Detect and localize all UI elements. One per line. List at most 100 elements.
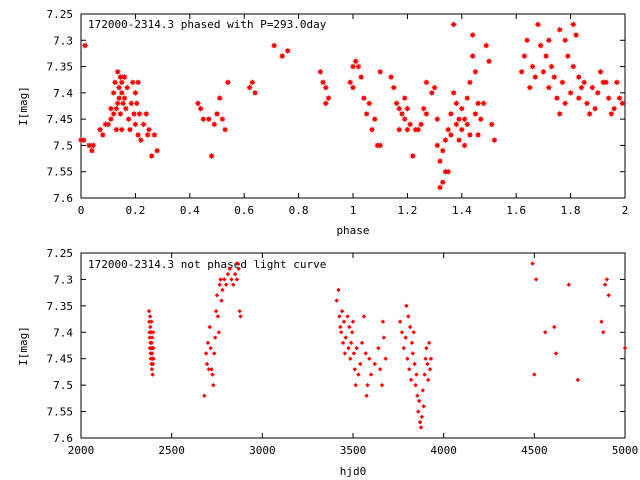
- data-point: [197, 105, 204, 112]
- data-point: [461, 115, 468, 123]
- unphased-x-tick-label: 3000: [249, 444, 276, 457]
- data-point: [610, 105, 618, 112]
- data-point: [117, 110, 124, 118]
- data-point: [594, 89, 601, 97]
- data-point: [211, 382, 216, 388]
- data-point: [561, 100, 569, 107]
- data-point: [464, 94, 471, 102]
- phased-y-tick-label: 7.4: [53, 87, 73, 100]
- data-point: [379, 382, 385, 388]
- data-point: [249, 79, 256, 86]
- data-point: [366, 100, 373, 107]
- data-point: [455, 115, 463, 123]
- data-point: [231, 282, 236, 287]
- data-point: [251, 89, 259, 97]
- data-point: [518, 68, 525, 76]
- data-point: [380, 319, 386, 324]
- phased-x-ticks: 0 0.2 0.4 0.6 0.8 1 1.2 1.4 1.6 1.8 2: [78, 14, 628, 217]
- phased-x-axis-label: phase: [336, 224, 369, 237]
- data-point: [383, 356, 388, 361]
- unphased-x-ticks: 2000 2500 3000 3500 4000 4500 5000: [68, 253, 638, 457]
- data-point: [149, 340, 154, 346]
- data-point: [407, 324, 413, 330]
- data-point: [150, 361, 156, 367]
- data-point: [145, 126, 153, 133]
- data-point: [602, 282, 608, 287]
- data-point: [134, 79, 142, 86]
- phased-x-tick-label: 0.2: [125, 204, 145, 217]
- data-point: [270, 42, 278, 49]
- data-point: [325, 94, 332, 102]
- data-point: [396, 105, 403, 112]
- data-point: [413, 382, 418, 388]
- data-point: [279, 52, 286, 60]
- data-point: [148, 152, 155, 160]
- unphased-x-tick-label: 4000: [430, 444, 457, 457]
- data-point: [222, 277, 227, 282]
- data-point: [436, 184, 444, 191]
- data-point: [474, 100, 482, 107]
- data-point: [439, 179, 446, 186]
- data-point: [371, 115, 378, 123]
- data-point: [204, 361, 210, 367]
- phased-plot-frame: [80, 13, 626, 199]
- data-point: [200, 115, 207, 123]
- data-point: [387, 73, 395, 81]
- data-point: [561, 37, 569, 44]
- data-point: [377, 68, 384, 76]
- data-point: [81, 42, 89, 49]
- data-point: [428, 356, 434, 361]
- data-point: [404, 303, 409, 309]
- data-point: [150, 330, 156, 335]
- data-point: [575, 73, 582, 81]
- data-point: [219, 298, 224, 303]
- data-point: [521, 52, 528, 60]
- data-point: [409, 152, 417, 160]
- data-point: [151, 356, 156, 361]
- data-point: [114, 100, 121, 107]
- data-point: [342, 351, 348, 356]
- data-point: [416, 409, 421, 414]
- data-point: [570, 21, 577, 28]
- unphased-x-tick-label: 3500: [340, 444, 367, 457]
- data-point: [488, 121, 495, 128]
- data-point: [564, 52, 572, 60]
- data-point: [368, 372, 374, 377]
- data-point: [466, 79, 474, 86]
- data-point: [357, 73, 365, 81]
- data-point: [417, 121, 425, 128]
- data-point: [404, 126, 411, 133]
- data-point: [606, 293, 611, 298]
- data-point: [586, 110, 593, 118]
- data-point: [115, 94, 123, 102]
- data-point: [363, 110, 370, 118]
- data-point: [349, 330, 355, 335]
- unphased-y-tick-label: 7.45: [47, 353, 74, 366]
- data-point: [319, 79, 327, 86]
- data-point: [211, 121, 218, 128]
- data-point: [453, 100, 460, 107]
- data-point: [208, 345, 213, 351]
- unphased-y-tick-label: 7.4: [53, 326, 73, 339]
- data-point: [232, 271, 238, 277]
- data-point: [125, 115, 132, 123]
- data-point: [425, 361, 430, 367]
- data-point: [348, 356, 353, 361]
- unphased-y-tick-label: 7.25: [47, 247, 74, 260]
- data-point: [121, 94, 128, 102]
- data-point: [140, 121, 147, 128]
- data-point: [464, 121, 471, 128]
- data-point: [217, 282, 222, 287]
- data-point: [349, 84, 357, 91]
- data-point: [455, 136, 463, 144]
- data-point: [442, 136, 449, 144]
- data-point: [322, 100, 329, 107]
- data-point: [216, 330, 222, 335]
- data-point: [229, 277, 234, 282]
- data-point: [406, 121, 414, 128]
- data-point: [238, 314, 243, 319]
- data-point: [221, 126, 229, 133]
- data-point: [453, 121, 460, 128]
- data-point: [415, 126, 422, 133]
- data-point: [113, 105, 120, 112]
